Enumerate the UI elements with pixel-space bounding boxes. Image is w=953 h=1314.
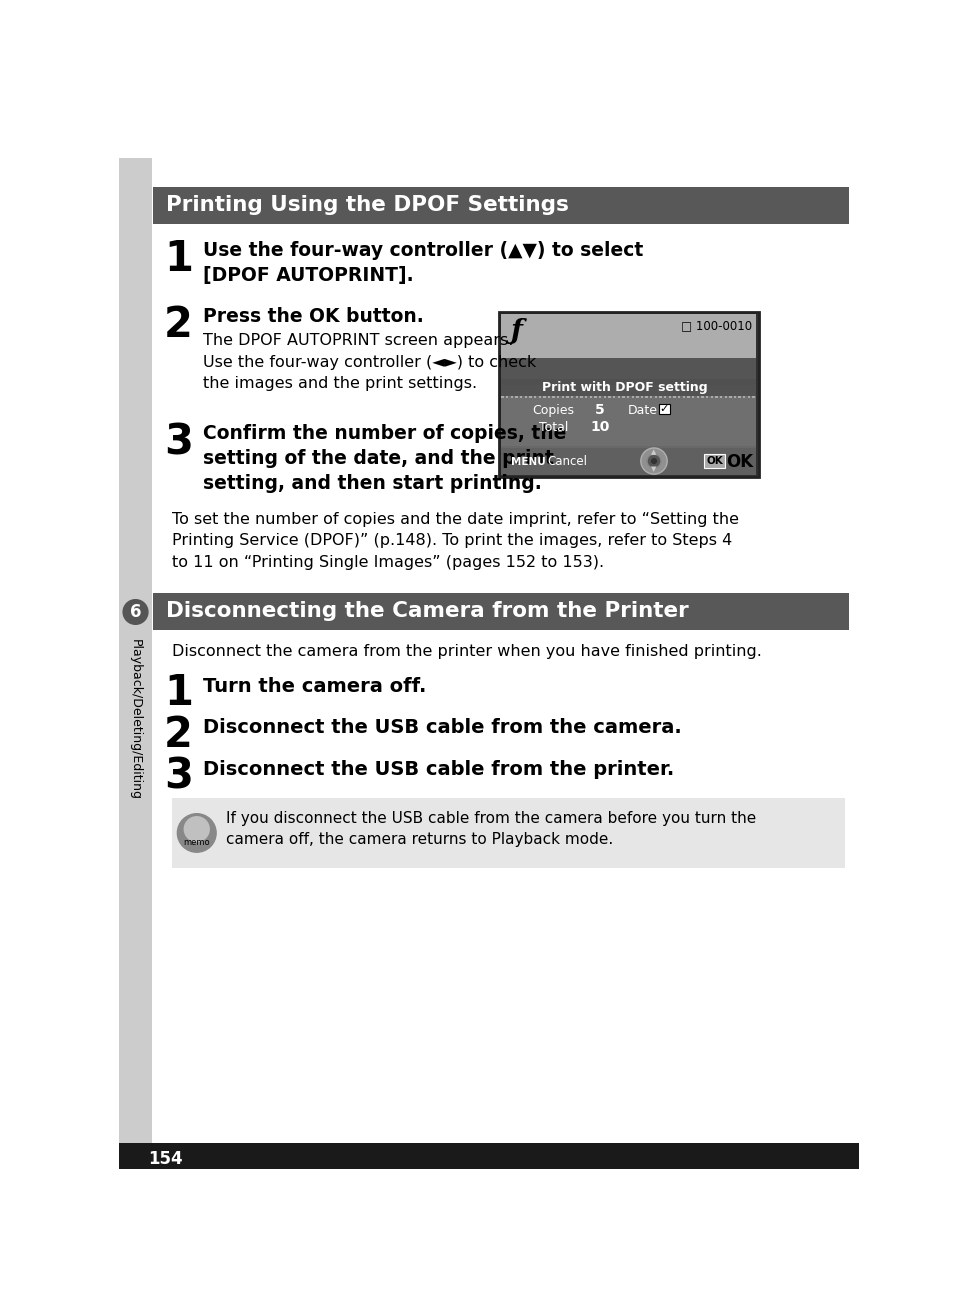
Bar xyxy=(153,187,848,223)
Text: Turn the camera off.: Turn the camera off. xyxy=(203,677,426,695)
Text: If you disconnect the USB cable from the camera before you turn the
camera off, : If you disconnect the USB cable from the… xyxy=(226,811,756,848)
Text: To set the number of copies and the date imprint, refer to “Setting the
Printing: To set the number of copies and the date… xyxy=(172,512,739,570)
Text: Disconnect the camera from the printer when you have finished printing.: Disconnect the camera from the printer w… xyxy=(172,644,761,660)
Text: 2: 2 xyxy=(164,304,193,346)
Bar xyxy=(119,1143,858,1169)
Text: 2: 2 xyxy=(164,714,193,756)
Bar xyxy=(172,799,843,867)
Bar xyxy=(119,158,152,1169)
Text: 5: 5 xyxy=(595,403,604,418)
Bar xyxy=(703,455,723,468)
Circle shape xyxy=(183,816,210,842)
Text: The DPOF AUTOPRINT screen appears.
Use the four-way controller (◄►) to check
the: The DPOF AUTOPRINT screen appears. Use t… xyxy=(203,334,536,392)
Bar xyxy=(500,397,756,447)
Circle shape xyxy=(177,813,216,853)
Text: MENU: MENU xyxy=(511,457,545,466)
Bar xyxy=(153,593,848,629)
Text: 6: 6 xyxy=(130,603,141,622)
Text: memo: memo xyxy=(183,838,210,846)
Text: Use the four-way controller (▲▼) to select
[DPOF AUTOPRINT].: Use the four-way controller (▲▼) to sele… xyxy=(203,240,642,285)
Text: □ 100-0010: □ 100-0010 xyxy=(680,319,752,332)
Text: Total: Total xyxy=(538,420,567,434)
Circle shape xyxy=(123,599,148,624)
Text: Print with DPOF setting: Print with DPOF setting xyxy=(541,381,707,394)
Text: Cancel: Cancel xyxy=(546,456,586,468)
Text: Disconnect the USB cable from the camera.: Disconnect the USB cable from the camera… xyxy=(203,719,681,737)
Text: Printing Using the DPOF Settings: Printing Using the DPOF Settings xyxy=(166,196,568,215)
Bar xyxy=(500,357,756,389)
Text: 154: 154 xyxy=(149,1150,183,1168)
Text: Disconnecting the Camera from the Printer: Disconnecting the Camera from the Printe… xyxy=(166,602,688,622)
Text: ▲: ▲ xyxy=(651,449,656,456)
Text: 10: 10 xyxy=(590,420,609,434)
Text: 3: 3 xyxy=(164,420,193,463)
Text: Copies: Copies xyxy=(532,403,574,417)
Text: OK: OK xyxy=(705,456,722,466)
Text: Press the OK button.: Press the OK button. xyxy=(203,307,423,326)
Bar xyxy=(500,448,756,474)
Text: 1: 1 xyxy=(164,671,193,714)
Text: ▼: ▼ xyxy=(651,466,656,473)
Bar xyxy=(500,314,756,372)
Text: ✓: ✓ xyxy=(659,405,668,414)
Text: Playback/Deleting/Editing: Playback/Deleting/Editing xyxy=(129,640,142,800)
Bar xyxy=(659,405,669,414)
Text: 1: 1 xyxy=(164,238,193,280)
Circle shape xyxy=(646,455,660,468)
Text: ƒ: ƒ xyxy=(509,318,521,344)
Text: Disconnect the USB cable from the printer.: Disconnect the USB cable from the printe… xyxy=(203,759,674,779)
Text: OK: OK xyxy=(725,453,752,470)
Text: Confirm the number of copies, the
setting of the date, and the print
setting, an: Confirm the number of copies, the settin… xyxy=(203,424,566,493)
Text: 3: 3 xyxy=(164,756,193,798)
Circle shape xyxy=(650,459,657,464)
Bar xyxy=(500,314,756,474)
Circle shape xyxy=(640,448,666,474)
Text: Date: Date xyxy=(627,403,657,417)
Bar xyxy=(500,380,756,397)
Bar xyxy=(498,311,758,477)
Bar xyxy=(500,385,756,474)
